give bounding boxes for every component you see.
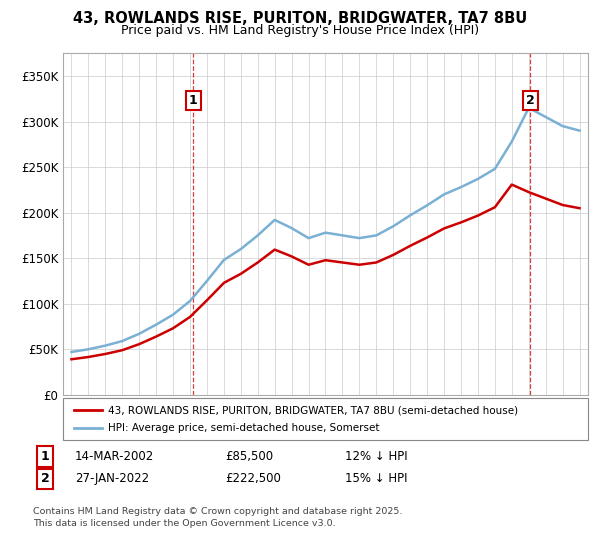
FancyBboxPatch shape — [63, 398, 588, 440]
Text: HPI: Average price, semi-detached house, Somerset: HPI: Average price, semi-detached house,… — [107, 423, 379, 433]
Text: 43, ROWLANDS RISE, PURITON, BRIDGWATER, TA7 8BU: 43, ROWLANDS RISE, PURITON, BRIDGWATER, … — [73, 11, 527, 26]
Text: £222,500: £222,500 — [225, 472, 281, 486]
Text: 2: 2 — [526, 94, 535, 107]
Text: 12% ↓ HPI: 12% ↓ HPI — [345, 450, 407, 463]
Text: 2: 2 — [41, 472, 49, 486]
Text: 43, ROWLANDS RISE, PURITON, BRIDGWATER, TA7 8BU (semi-detached house): 43, ROWLANDS RISE, PURITON, BRIDGWATER, … — [107, 405, 518, 415]
Text: 14-MAR-2002: 14-MAR-2002 — [75, 450, 154, 463]
Text: 1: 1 — [189, 94, 198, 107]
Text: 1: 1 — [41, 450, 49, 463]
Text: 27-JAN-2022: 27-JAN-2022 — [75, 472, 149, 486]
Text: £85,500: £85,500 — [225, 450, 273, 463]
Text: Price paid vs. HM Land Registry's House Price Index (HPI): Price paid vs. HM Land Registry's House … — [121, 24, 479, 37]
Text: Contains HM Land Registry data © Crown copyright and database right 2025.
This d: Contains HM Land Registry data © Crown c… — [33, 507, 403, 528]
Text: 15% ↓ HPI: 15% ↓ HPI — [345, 472, 407, 486]
